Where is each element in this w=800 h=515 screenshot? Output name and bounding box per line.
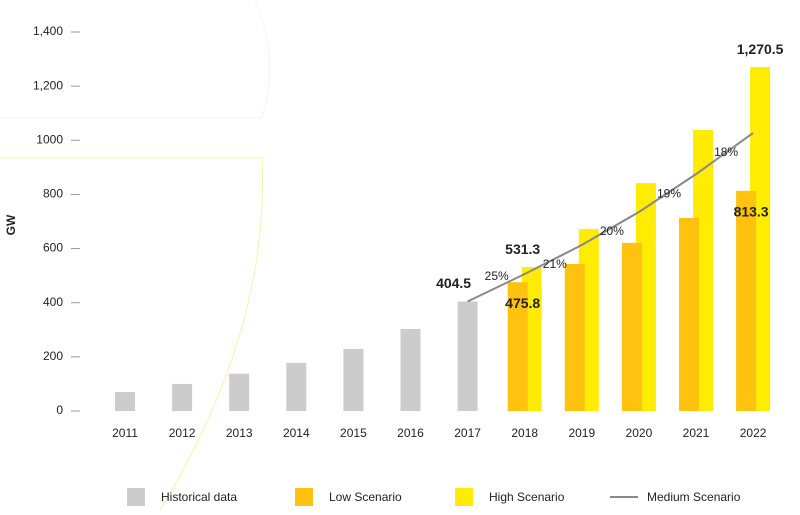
bar bbox=[229, 373, 250, 411]
x-tick-label: 2013 bbox=[226, 426, 253, 440]
bar bbox=[172, 383, 193, 411]
bar bbox=[621, 242, 642, 411]
data-label: 1,270.5 bbox=[737, 41, 784, 57]
bar bbox=[115, 392, 135, 411]
annotation: 25% bbox=[485, 269, 509, 283]
x-tick-label: 2020 bbox=[626, 426, 653, 440]
y-tick-label: 800 bbox=[43, 187, 63, 201]
legend-label: High Scenario bbox=[489, 490, 565, 504]
x-tick-label: 2022 bbox=[740, 426, 767, 440]
bar bbox=[286, 362, 307, 411]
bar bbox=[679, 217, 699, 411]
x-tick-label: 2011 bbox=[112, 426, 138, 440]
decor-arc bbox=[0, 0, 271, 119]
legend-label: Low Scenario bbox=[329, 490, 402, 504]
y-tick-label: 1,400 bbox=[33, 24, 63, 38]
legend-label: Medium Scenario bbox=[647, 490, 741, 504]
decor-arc bbox=[0, 157, 264, 511]
x-tick-label: 2019 bbox=[568, 426, 595, 440]
bar bbox=[400, 328, 421, 411]
bar bbox=[457, 301, 478, 411]
bar bbox=[564, 264, 585, 411]
data-label: 813.3 bbox=[734, 204, 769, 220]
annotation: 21% bbox=[543, 257, 567, 271]
y-tick-label: 400 bbox=[43, 295, 63, 309]
y-tick-label: 1000 bbox=[36, 132, 63, 146]
y-tick-label: 0 bbox=[56, 403, 63, 417]
y-axis-label: GW bbox=[4, 214, 18, 235]
x-tick-label: 2012 bbox=[169, 426, 196, 440]
legend-swatch bbox=[127, 488, 145, 506]
line bbox=[467, 132, 754, 303]
x-tick-label: 2014 bbox=[283, 426, 310, 440]
legend-swatch bbox=[295, 488, 313, 506]
x-tick-label: 2018 bbox=[511, 426, 538, 440]
data-label: 475.8 bbox=[505, 295, 540, 311]
bar bbox=[507, 282, 528, 411]
legend-swatch bbox=[455, 488, 473, 506]
x-tick-label: 2017 bbox=[454, 426, 481, 440]
data-label: 404.5 bbox=[436, 275, 471, 291]
legend-label: Historical data bbox=[161, 490, 237, 504]
annotation: 18% bbox=[714, 145, 738, 159]
data-label: 531.3 bbox=[505, 241, 540, 257]
y-tick-label: 200 bbox=[43, 349, 63, 363]
y-tick-label: 600 bbox=[43, 241, 63, 255]
annotation: 20% bbox=[600, 224, 624, 238]
y-tick-label: 1,200 bbox=[33, 78, 63, 92]
annotation: 19% bbox=[657, 186, 681, 200]
x-tick-label: 2015 bbox=[340, 426, 367, 440]
x-tick-label: 2016 bbox=[397, 426, 424, 440]
x-tick-label: 2021 bbox=[683, 426, 710, 440]
bar bbox=[343, 349, 364, 411]
bar bbox=[736, 190, 757, 411]
